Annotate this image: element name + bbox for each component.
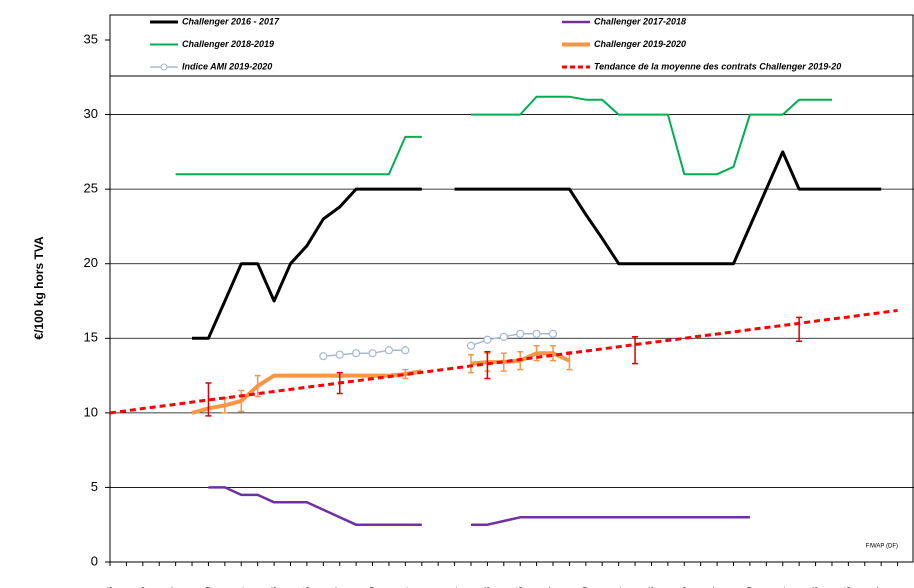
error-bar — [336, 371, 343, 395]
error-bar — [550, 344, 557, 362]
point — [548, 329, 558, 338]
y-tick-label: 25 — [84, 181, 98, 196]
error-bar — [467, 353, 474, 374]
error-bar — [632, 336, 639, 365]
legend-label: Challenger 2019-2020 — [594, 39, 686, 49]
point — [401, 346, 410, 355]
series-line — [191, 351, 571, 415]
y-tick-label: 10 — [84, 404, 98, 419]
series-line — [109, 309, 898, 415]
series-line — [208, 486, 750, 526]
legend-label: Tendance de la moyenne des contrats Chal… — [594, 61, 841, 71]
error-bar — [500, 352, 507, 372]
point — [466, 341, 476, 350]
error-bar — [402, 368, 409, 380]
point — [319, 352, 328, 361]
series-line — [175, 95, 832, 176]
annotation: FIWAP (DF) — [866, 544, 898, 550]
error-bar — [796, 316, 803, 343]
y-tick-label: 30 — [84, 106, 98, 121]
legend-label: Challenger 2017-2018 — [594, 16, 686, 26]
legend-label: Challenger 2016 - 2017 — [182, 16, 280, 26]
error-bar — [484, 350, 491, 380]
legend — [109, 14, 914, 77]
y-tick-label: 0 — [91, 553, 98, 568]
y-tick-label: 35 — [84, 31, 98, 46]
point — [532, 329, 541, 338]
legend-label: Indice AMI 2019-2020 — [182, 61, 272, 71]
point — [384, 346, 394, 355]
y-tick-label: 15 — [84, 330, 98, 345]
y-tick-label: 20 — [84, 255, 98, 270]
point — [352, 349, 361, 358]
point — [335, 350, 344, 359]
series-line — [192, 150, 882, 340]
error-bar — [238, 389, 245, 413]
legend-label: Challenger 2018-2019 — [182, 39, 274, 49]
error-bar — [254, 374, 261, 398]
legend-marker — [160, 63, 168, 71]
point — [516, 329, 525, 338]
point — [483, 335, 492, 344]
point — [499, 332, 508, 341]
error-bar — [205, 382, 212, 417]
y-tick-label: 5 — [91, 479, 98, 494]
y-axis-label: €/100 kg hors TVA — [32, 236, 46, 339]
point — [368, 349, 377, 358]
